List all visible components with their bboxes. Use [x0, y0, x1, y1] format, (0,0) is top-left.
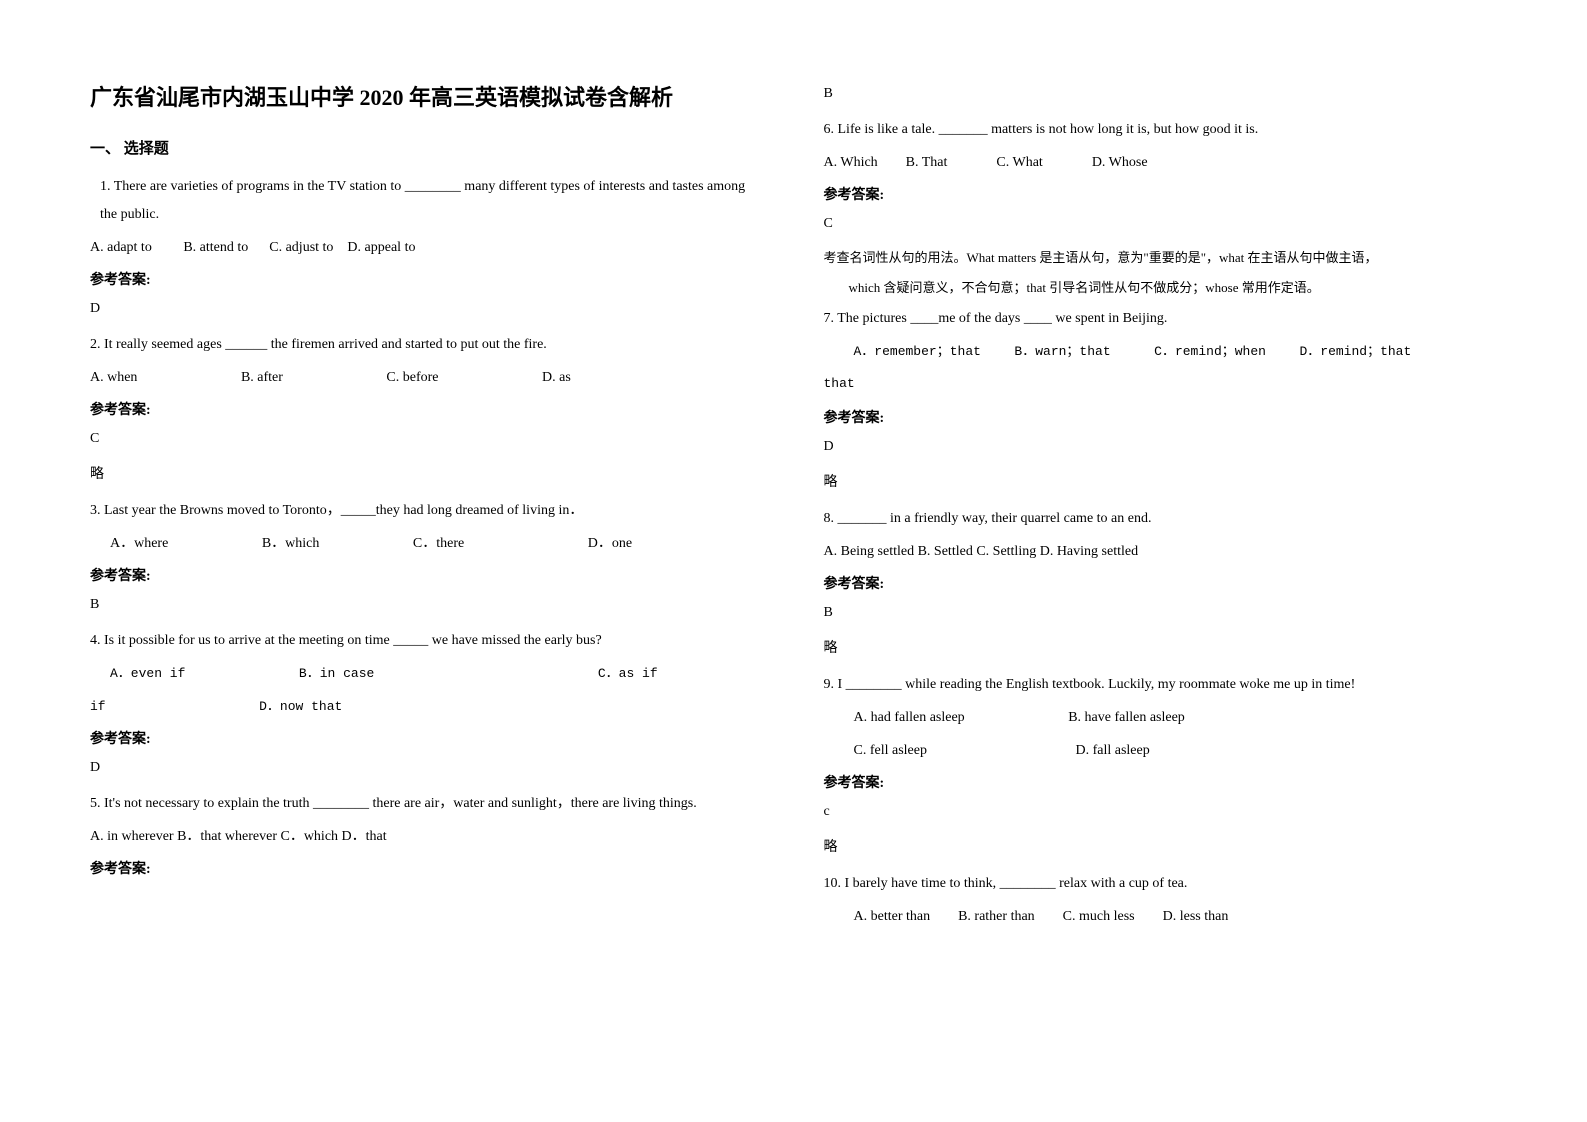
q4-answer: D: [90, 754, 764, 782]
q2-answer: C: [90, 425, 764, 453]
q5-answer: B: [824, 80, 1498, 108]
q6-answer-label: 参考答案:: [824, 182, 1498, 210]
q6-text: 6. Life is like a tale. _______ matters …: [824, 116, 1498, 144]
q3-answer: B: [90, 591, 764, 619]
q3-opt-a: A．where: [110, 530, 168, 558]
q3-opt-d: D．one: [588, 530, 632, 558]
q2-omit: 略: [90, 461, 764, 489]
q8-answer-label: 参考答案:: [824, 571, 1498, 599]
q9-opt-a: A. had fallen asleep: [854, 704, 965, 732]
left-column: 广东省汕尾市内湖玉山中学 2020 年高三英语模拟试卷含解析 一、 选择题 1.…: [90, 80, 764, 1082]
q6-exp1: 考查名词性从句的用法。What matters 是主语从句，意为"重要的是"，w…: [824, 246, 1498, 271]
q10-text: 10. I barely have time to think, _______…: [824, 870, 1498, 898]
q2-opt-d: D. as: [542, 364, 571, 392]
q1-answer-label: 参考答案:: [90, 267, 764, 295]
q1-text: 1. There are varieties of programs in th…: [90, 173, 764, 229]
q3-answer-label: 参考答案:: [90, 563, 764, 591]
q8-options: A. Being settled B. Settled C. Settling …: [824, 538, 1498, 566]
q4-opt-a: A．even if: [110, 661, 185, 687]
q5-text: 5. It's not necessary to explain the tru…: [90, 790, 764, 818]
q4-answer-label: 参考答案:: [90, 726, 764, 754]
q9-opt-c: C. fell asleep: [854, 737, 927, 765]
q9-line1: A. had fallen asleep B. have fallen asle…: [824, 704, 1498, 732]
q2-opt-c: C. before: [386, 364, 438, 392]
q4-l2b: D．now that: [259, 694, 342, 720]
q7-omit: 略: [824, 469, 1498, 497]
q4-opt-b: B．in case: [299, 661, 374, 687]
q7-answer: D: [824, 433, 1498, 461]
q7-opt-c: C．remind；when: [1154, 339, 1266, 365]
q3-opt-b: B．which: [262, 530, 320, 558]
q2-answer-label: 参考答案:: [90, 397, 764, 425]
q9-opt-d: D. fall asleep: [1075, 737, 1149, 765]
q2-options: A. when B. after C. before D. as: [90, 364, 764, 392]
q2-opt-a: A. when: [90, 364, 137, 392]
q9-omit: 略: [824, 834, 1498, 862]
q5-answer-label: 参考答案:: [90, 856, 764, 884]
q10-options: A. better than B. rather than C. much le…: [824, 903, 1498, 931]
q7-opt-b: B．warn；that: [1014, 339, 1110, 365]
q9-text: 9. I ________ while reading the English …: [824, 671, 1498, 699]
q2-text: 2. It really seemed ages ______ the fire…: [90, 331, 764, 359]
q7-opt-a: A．remember；that: [854, 339, 981, 365]
q9-line2: C. fell asleep D. fall asleep: [824, 737, 1498, 765]
q4-options-line1: A．even if B．in case C．as if: [90, 660, 764, 688]
q4-l2a: if: [90, 694, 106, 720]
q7-answer-label: 参考答案:: [824, 405, 1498, 433]
q7-options: A．remember；that B．warn；that C．remind；whe…: [824, 338, 1498, 366]
section-header: 一、 选择题: [90, 137, 764, 158]
q4-opt-c: C．as if: [598, 661, 658, 687]
q9-answer-label: 参考答案:: [824, 770, 1498, 798]
right-column: B 6. Life is like a tale. _______ matter…: [824, 80, 1498, 1082]
q4-options-line2: if D．now that: [90, 693, 764, 721]
q8-answer: B: [824, 599, 1498, 627]
q9-answer: c: [824, 798, 1498, 826]
q7-opt-d: D．remind；that: [1299, 339, 1411, 365]
q3-opt-c: C．there: [413, 530, 464, 558]
q9-opt-b: B. have fallen asleep: [1068, 704, 1185, 732]
q8-omit: 略: [824, 635, 1498, 663]
q5-options: A. in wherever B．that wherever C．which D…: [90, 823, 764, 851]
q4-text: 4. Is it possible for us to arrive at th…: [90, 627, 764, 655]
q6-exp2: which 含疑问意义，不合句意；that 引导名词性从句不做成分；whose …: [824, 276, 1498, 301]
q7-opt-d-tail: that: [824, 371, 1498, 397]
doc-title: 广东省汕尾市内湖玉山中学 2020 年高三英语模拟试卷含解析: [90, 80, 764, 112]
q6-options: A. Which B. That C. What D. Whose: [824, 149, 1498, 177]
q3-text: 3. Last year the Browns moved to Toronto…: [90, 497, 764, 525]
q3-options: A．where B．which C．there D．one: [90, 530, 764, 558]
q8-text: 8. _______ in a friendly way, their quar…: [824, 505, 1498, 533]
q2-opt-b: B. after: [241, 364, 283, 392]
q1-options: A. adapt to B. attend to C. adjust to D.…: [90, 234, 764, 262]
q1-answer: D: [90, 295, 764, 323]
q7-text: 7. The pictures ____me of the days ____ …: [824, 305, 1498, 333]
page-container: 广东省汕尾市内湖玉山中学 2020 年高三英语模拟试卷含解析 一、 选择题 1.…: [90, 80, 1497, 1082]
q6-answer: C: [824, 210, 1498, 238]
